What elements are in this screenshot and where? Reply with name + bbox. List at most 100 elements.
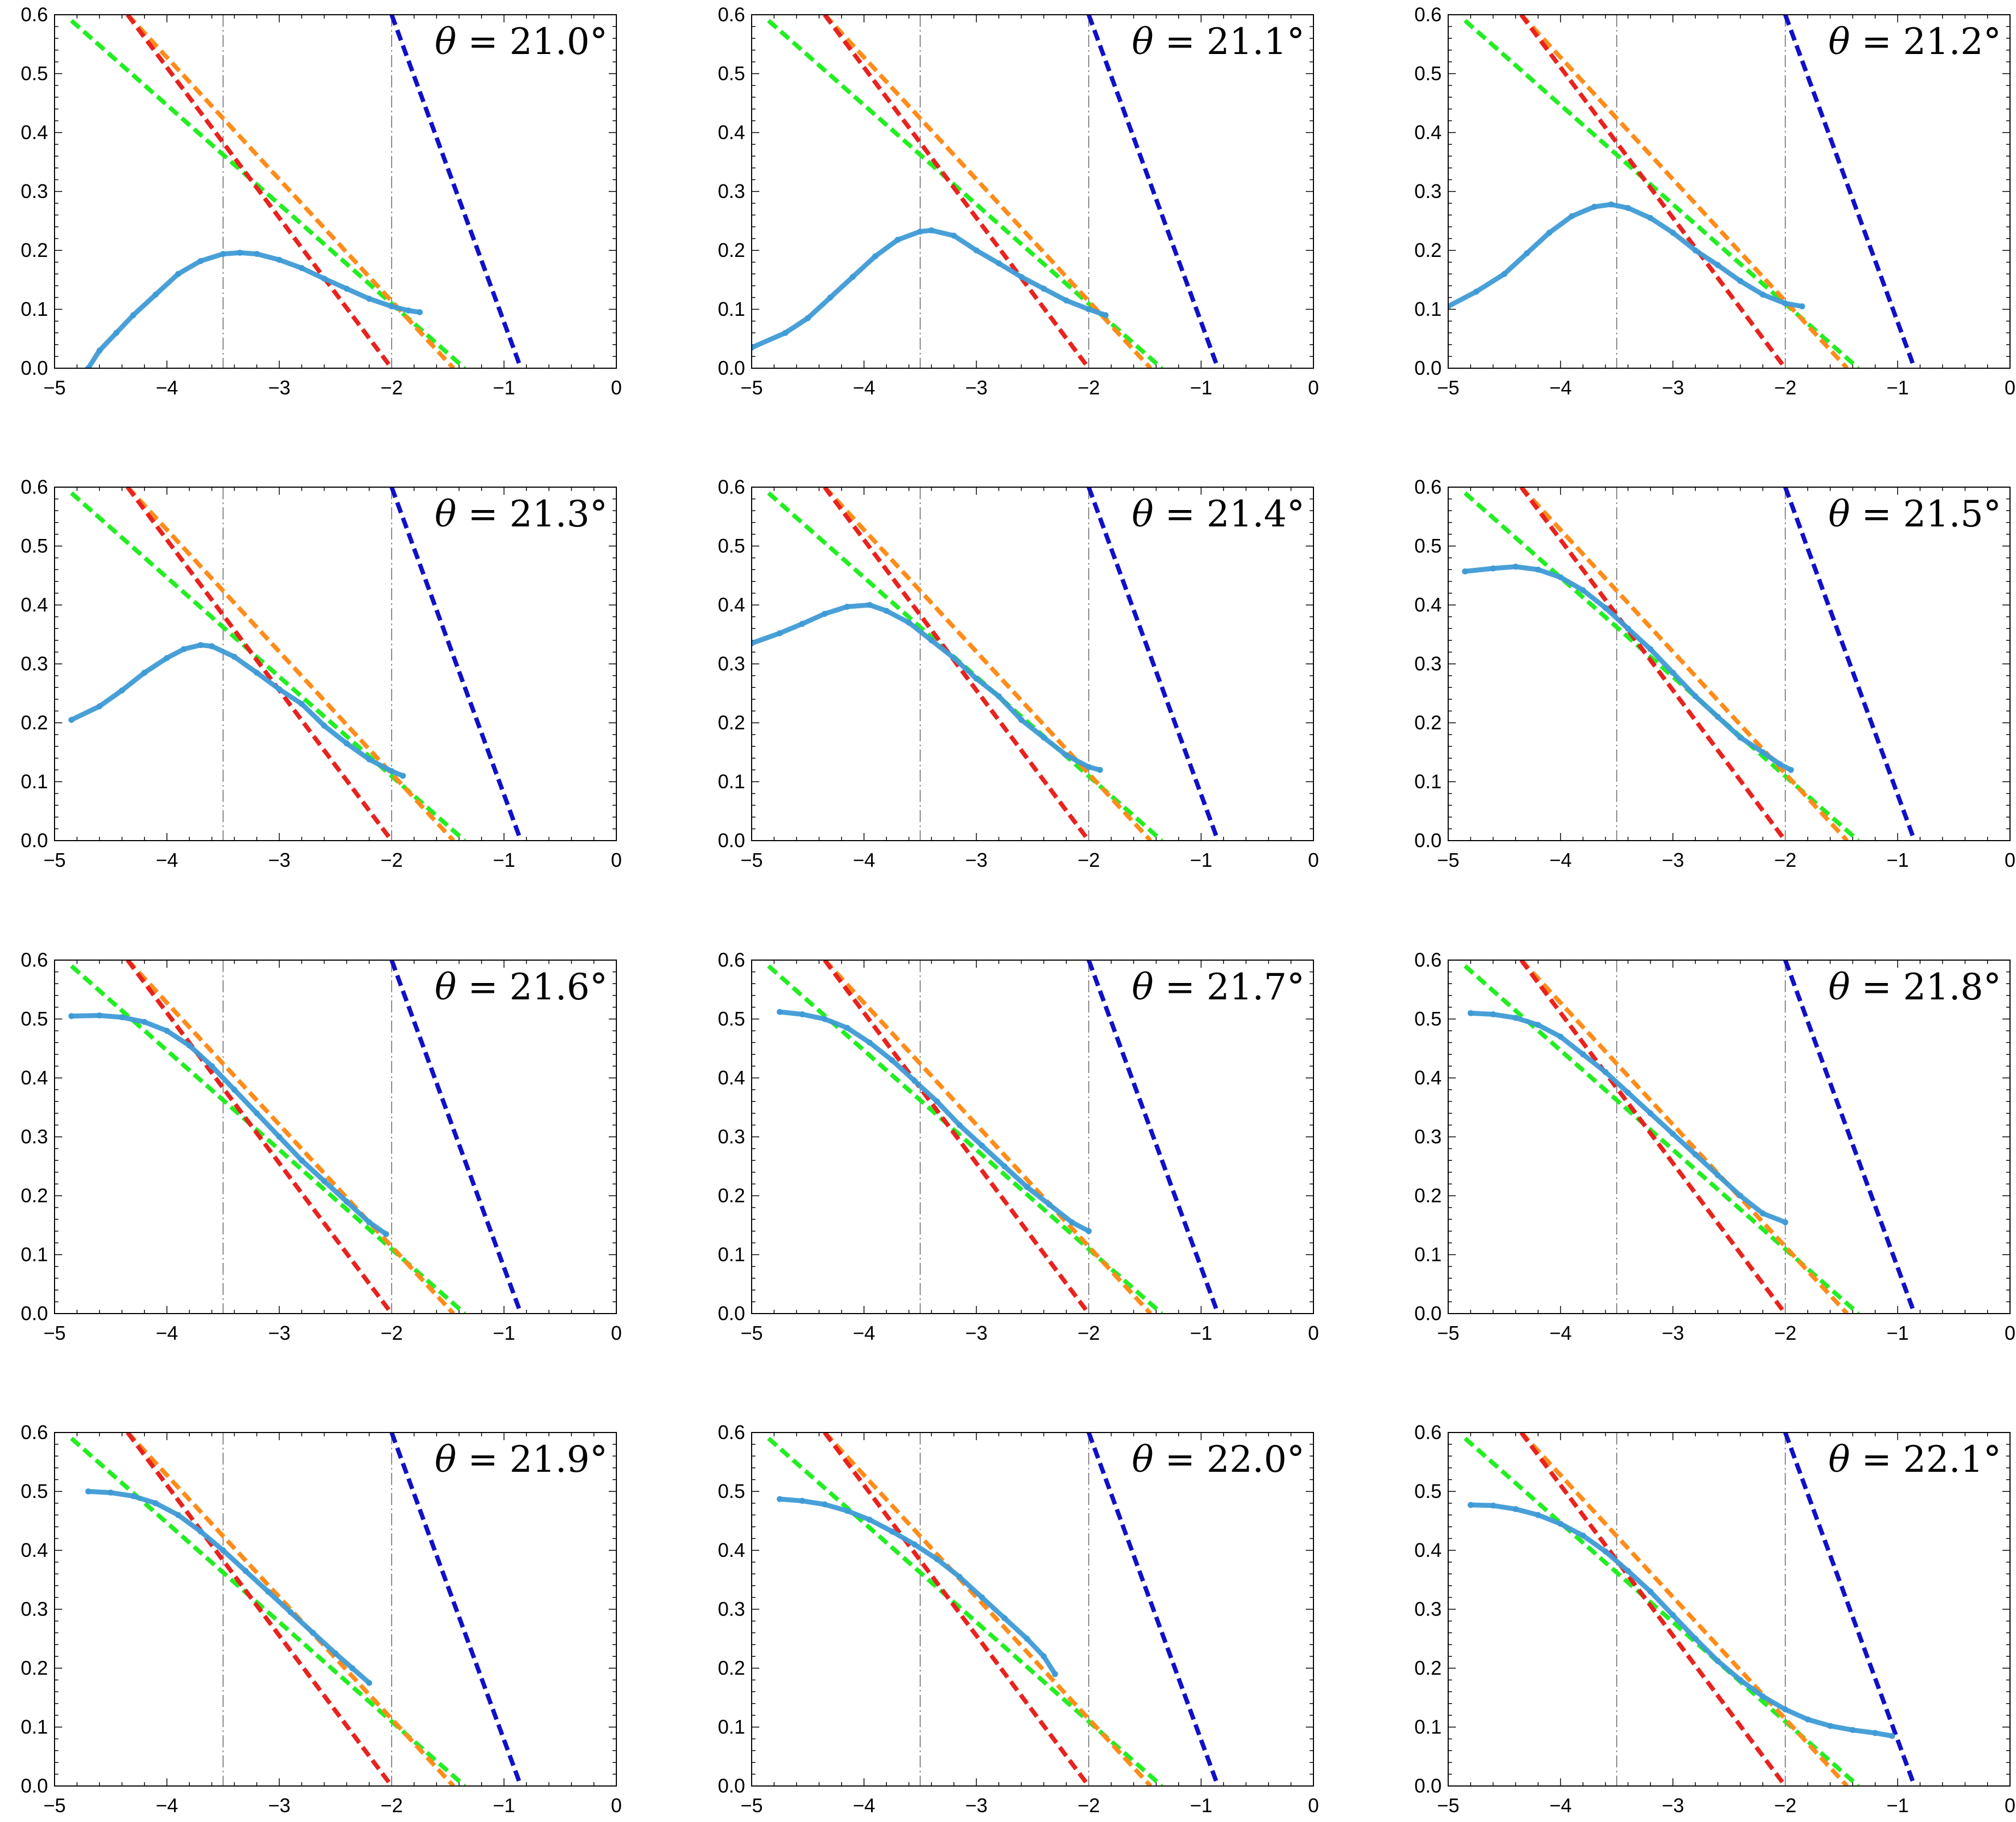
y-tick-label: 0.4: [718, 1066, 745, 1089]
y-tick-label: 0.5: [1414, 62, 1442, 85]
x-tick-label: −5: [740, 1794, 763, 1817]
y-tick-label: 0.3: [718, 1598, 745, 1620]
data-point: [956, 1122, 963, 1128]
data-point: [1760, 1693, 1766, 1700]
y-tick-label: 0.5: [21, 1008, 48, 1030]
panel-title-value: = 21.1°: [1165, 21, 1305, 63]
data-point: [1670, 1612, 1676, 1619]
y-tick-label: 0.0: [1414, 357, 1442, 379]
data-point: [1670, 1131, 1676, 1137]
panel-title: θ = 21.7°: [1132, 966, 1305, 1008]
panel-plot-area: [752, 15, 1220, 368]
data-point: [220, 1547, 226, 1554]
data-point: [889, 1057, 895, 1064]
x-tick-label: −4: [853, 849, 875, 871]
x-tick-label: −2: [1077, 1322, 1100, 1344]
y-tick-label: 0.6: [718, 949, 745, 971]
data-point: [265, 1589, 271, 1595]
x-tick-label: −5: [43, 1794, 65, 1817]
y-tick-label: 0.1: [21, 1243, 48, 1266]
panel-title-symbol: θ: [1828, 21, 1862, 63]
data-point: [1608, 201, 1615, 208]
panel-11: −5 −4 −3 −2 −1 0 0.0 0.1 0.2 0.3 0.4 0.5 0.6 θ = 22.1…: [1414, 1421, 2015, 1817]
reference-line-red: [1519, 960, 1787, 1314]
panel-title-symbol: θ: [435, 966, 468, 1008]
x-tick-label: −4: [155, 1794, 178, 1817]
x-tick-label: −3: [1661, 849, 1684, 871]
reference-line-blue: [1783, 1433, 1917, 1786]
data-point: [889, 1528, 895, 1535]
x-tick-label: −2: [1774, 1322, 1796, 1344]
x-tick-label: 0: [2005, 1794, 2015, 1817]
panel-title-value: = 21.6°: [468, 966, 608, 1008]
data-point: [934, 1556, 940, 1562]
data-curve: [86, 250, 422, 368]
data-point: [1557, 1520, 1564, 1527]
data-point: [287, 1609, 294, 1615]
data-point: [917, 228, 923, 235]
panel-title-symbol: θ: [1828, 1439, 1862, 1481]
data-point: [973, 675, 980, 682]
data-point: [1625, 1089, 1631, 1096]
x-tick-label: −5: [740, 376, 763, 399]
y-tick-label: 0.2: [1414, 1657, 1442, 1679]
data-point: [1513, 564, 1519, 570]
panel-title: θ = 21.6°: [435, 966, 608, 1008]
data-point: [827, 294, 833, 301]
data-point: [1557, 1033, 1564, 1040]
data-point: [220, 250, 226, 257]
data-point: [1462, 568, 1468, 574]
data-point: [208, 1063, 215, 1069]
data-point: [1850, 1727, 1856, 1733]
panel-title-value: = 22.1°: [1862, 1439, 2001, 1481]
panel-7: −5 −4 −3 −2 −1 0 0.0 0.1 0.2 0.3 0.4 0.5 0.6 θ = 21.7…: [718, 949, 1319, 1344]
data-point: [866, 1039, 873, 1046]
y-tick-label: 0.4: [21, 1066, 48, 1089]
data-point: [321, 1178, 327, 1184]
data-point: [951, 232, 957, 239]
x-tick-label: −4: [155, 849, 178, 871]
x-tick-label: −3: [965, 1794, 987, 1817]
data-point: [1052, 1671, 1058, 1677]
y-tick-label: 0.5: [21, 535, 48, 557]
x-tick-label: −3: [1661, 376, 1684, 399]
x-tick-label: 0: [611, 849, 622, 871]
y-tick-label: 0.3: [1414, 1598, 1442, 1620]
panel-title: θ = 22.0°: [1132, 1439, 1305, 1481]
data-point: [895, 237, 901, 243]
data-curve: [752, 227, 1108, 350]
reference-line-orange: [1519, 960, 1849, 1314]
data-point: [321, 275, 327, 282]
data-point: [1513, 1015, 1519, 1021]
panel-title-value: = 21.3°: [468, 493, 608, 535]
panel-title: θ = 21.8°: [1828, 966, 2001, 1008]
reference-line-blue: [1087, 487, 1220, 841]
y-tick-label: 0.6: [718, 3, 745, 26]
data-point: [1799, 303, 1805, 310]
reference-line-blue: [389, 487, 523, 841]
data-curve: [777, 1496, 1058, 1677]
y-tick-label: 0.3: [21, 652, 48, 675]
x-tick-label: −4: [155, 376, 178, 399]
reference-line-blue: [389, 1433, 523, 1786]
x-tick-label: 0: [1308, 1794, 1319, 1817]
y-tick-label: 0.6: [21, 476, 48, 498]
y-tick-label: 0.1: [21, 1716, 48, 1738]
data-point: [1692, 247, 1699, 254]
data-point: [1737, 1677, 1744, 1683]
panel-title-value: = 21.5°: [1862, 493, 2001, 535]
data-point: [928, 227, 935, 233]
panel-5: −5 −4 −3 −2 −1 0 0.0 0.1 0.2 0.3 0.4 0.5 0.6 θ = 21.5…: [1414, 476, 2015, 871]
y-tick-label: 0.6: [21, 949, 48, 971]
x-tick-label: 0: [611, 1794, 622, 1817]
data-point: [366, 1219, 373, 1226]
x-tick-label: −2: [1774, 849, 1796, 871]
panel-title-value: = 21.9°: [468, 1439, 608, 1481]
y-tick-label: 0.1: [718, 298, 745, 320]
x-tick-label: −5: [43, 376, 65, 399]
panel-plot-area: [70, 15, 523, 368]
data-point: [951, 655, 957, 661]
x-tick-label: −2: [380, 849, 403, 871]
x-tick-label: −1: [493, 849, 515, 871]
reference-line-green: [70, 19, 466, 368]
